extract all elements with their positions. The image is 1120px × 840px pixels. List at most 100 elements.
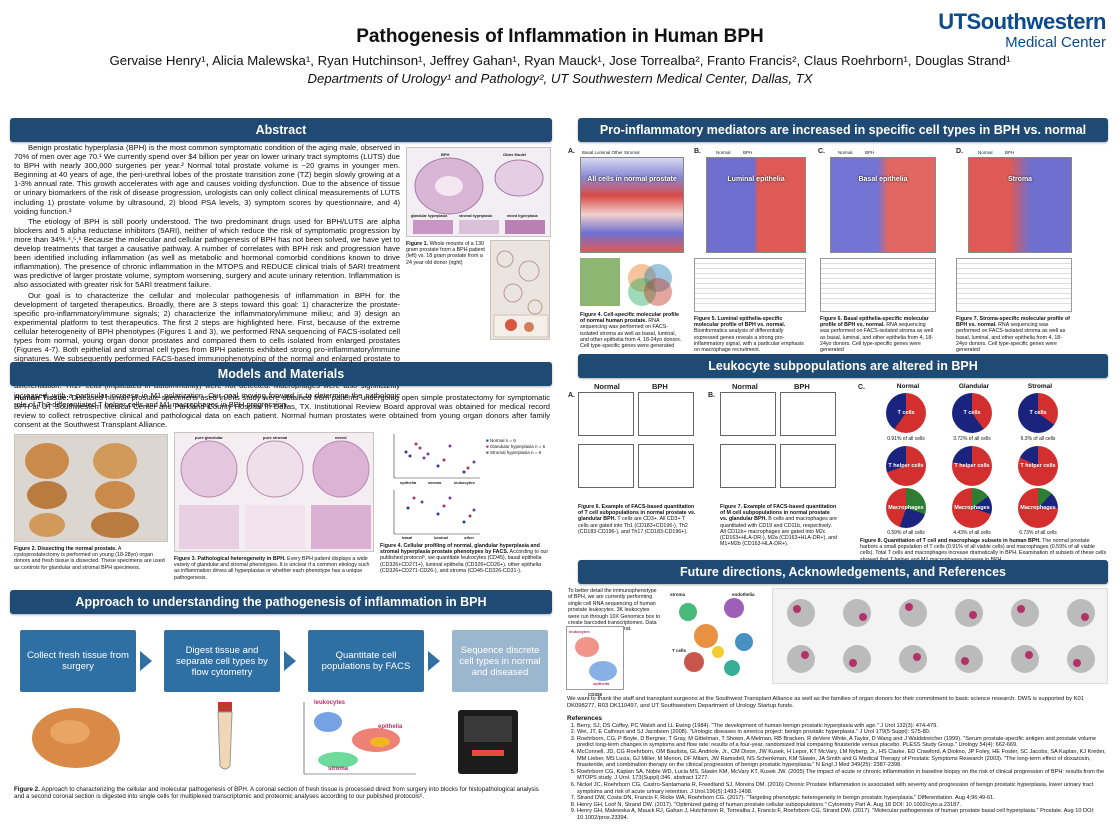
tissue-photo — [26, 700, 130, 772]
sequencer-photo — [452, 706, 524, 778]
figure1-whole-mounts: Older Model BPH glandular hyperplasia st… — [406, 147, 551, 237]
references: References Berry, SJ, DS Coffey, PC Wals… — [567, 715, 1107, 822]
department-line: Departments of Urology¹ and Pathology², … — [307, 71, 813, 86]
whole-mount-image — [413, 157, 545, 234]
panel-b-letter: B. — [694, 148, 701, 155]
figure1-caption-bold: Figure 1. — [406, 241, 429, 247]
fig6-tcell-caption: Figure 6. Example of FACS-based quantita… — [578, 504, 696, 535]
facs-b-normal-bottom — [720, 444, 776, 488]
pie-macrophages-stromal: Macrophages — [1018, 488, 1058, 528]
heterogeneity-histology: pure glandular pure stromal mixed — [174, 432, 374, 552]
heatmap-c-label: Basal epithelia — [858, 176, 908, 183]
axis-stroma: stroma — [428, 480, 442, 485]
fig3-label-stromal: pure stromal — [263, 435, 288, 440]
fig4-profile-caption: Figure 4. Cell-specific molecular profil… — [580, 312, 684, 349]
dot-chart-svg — [393, 434, 480, 535]
fig7-mcell-caption-text: B cells and macrophages are quantitated … — [720, 516, 838, 548]
leuk-panel-c-letter: C. — [858, 384, 865, 391]
pie-macrophages-glandular: Macrophages — [952, 488, 992, 528]
methods-text: Human Tissue: Diseased human prostate sp… — [14, 393, 550, 429]
fig5-caption-bold: Figure 5. Luminal epithelia-specific mol… — [694, 316, 786, 329]
axis-basal: basal — [402, 535, 413, 540]
tube-photo — [210, 700, 240, 772]
approach-caption: Figure 2. Approach to characterizing the… — [14, 786, 550, 801]
fig7-profile-caption-bold: Figure 7. Stroma-specific molecular prof… — [956, 316, 1070, 329]
pie-tcells-stromal-cap: 6.3% of all cells — [1020, 436, 1056, 442]
poster-title: Pathogenesis of Inflammation in Human BP… — [356, 26, 764, 47]
facs-dot-charts: epithelia stroma leukocytes basal lumina… — [380, 432, 550, 540]
step-quantitate: Quantitate cell populations by FACS — [308, 630, 424, 692]
facs-b-bph-top — [780, 392, 836, 436]
fig1-label-stromal: stromal hyperplasia — [459, 214, 493, 218]
fig6-profile-caption: Figure 6. Basal epithelia-specific molec… — [820, 316, 936, 353]
references-heading: References — [567, 715, 603, 722]
fig8-caption-text: The normal prostate harbors a small popu… — [860, 538, 1107, 563]
approach-banner: Approach to understanding the pathogenes… — [10, 590, 552, 614]
umap-label-stroma: stroma — [670, 592, 686, 597]
feature-grid-svg — [787, 599, 1095, 673]
reference-item: Berry, SJ, DS Coffey, PC Walsh and LL Ew… — [577, 723, 1107, 730]
fig7-mcell-caption: Figure 7. Example of FACS-based quantita… — [720, 504, 838, 547]
arrow-right-icon — [140, 651, 152, 671]
venn-svg — [580, 258, 672, 306]
gating-svg — [575, 637, 617, 681]
facs-a-normal-bottom — [578, 444, 634, 488]
axis-other: other — [464, 535, 474, 540]
umap-svg — [679, 598, 753, 676]
gating-plot: leukocytes epithelia — [566, 626, 624, 690]
chart-legend: ■ Normal n = 6 ■ Glandular hyperplasia n… — [486, 438, 545, 456]
table-b — [694, 258, 806, 312]
heatmap-a-label: All cells in normal prostate — [587, 176, 677, 183]
heterogeneity-drawing — [179, 440, 371, 549]
fig1-label-mixed: mixed hyperplasia — [507, 214, 538, 218]
fig4-profile-caption-text: RNA sequencing was performed on FACS-iso… — [580, 318, 682, 350]
panel-c-cols: Normal BPH — [838, 150, 875, 155]
references-list: Berry, SJ, DS Coffey, PC Walsh and LL Ew… — [567, 723, 1107, 822]
figure1-caption: Figure 1. Whole mounts of a 130 gram pro… — [406, 241, 486, 266]
methods-banner: Models and Materials — [10, 362, 552, 386]
reference-item: McConnell, JD, CG Roehrborn, OM Bautista… — [577, 749, 1107, 769]
fig2-dissection-caption-bold: Figure 2. Dissecting the normal prostate… — [14, 546, 117, 552]
feature-plot-grid — [772, 588, 1108, 684]
axis-leukocytes: leukocytes — [454, 480, 475, 485]
fig1-label-glandular: glandular hyperplasia — [411, 214, 448, 218]
panel-a-cols: Basal Luminal Other Stromal — [582, 150, 640, 155]
facs-plot: leukocytes epithelia stroma — [298, 700, 418, 778]
heatmap-b-label: Luminal epithelia — [727, 176, 785, 183]
pie-col-glandular: Glandular — [958, 383, 990, 390]
fig1-label-bph: BPH — [441, 152, 450, 157]
heatmap-a: All cells in normal prostate — [580, 157, 684, 253]
table-c — [820, 258, 936, 312]
panel-c-letter: C. — [818, 148, 825, 155]
fig1-label-older: Older Model — [503, 152, 527, 157]
reference-item: Roehrborn CG, Kaplan SA, Noble WD, Lucia… — [577, 769, 1107, 782]
panel-a-letter: A. — [568, 148, 575, 155]
fig3-caption-bold: Figure 3. Pathological heterogeneity in … — [174, 556, 286, 562]
fig7-mcell-caption-bold: Figure 7. Example of FACS-based quantita… — [720, 504, 837, 523]
umap-label-endothelia: endothelia — [732, 592, 755, 597]
fig7-profile-caption-text: RNA sequencing was performed on FACS-iso… — [956, 322, 1066, 354]
leukocytes-banner: Leukocyte subpopulations are altered in … — [578, 354, 1108, 378]
pie-thelper-normal: T helper cells — [886, 446, 926, 486]
fig6-profile-caption-text: RNA sequencing was performed on FACS-iso… — [820, 322, 934, 354]
axis-luminal: luminal — [434, 535, 449, 540]
approach-caption-text: Approach to characterizing the cellular … — [14, 786, 539, 801]
human-tissue-label: Human Tissue: — [14, 393, 69, 402]
leuk-panel-b-normal: Normal — [732, 382, 758, 391]
pie-col-stromal: Stromal — [1027, 383, 1053, 390]
fig2-dissection-caption-text: A cystoprostatectomy is performed on you… — [14, 546, 165, 571]
step-digest: Digest tissue and separate cell types by… — [164, 630, 280, 692]
pie-macro-normal-cap: 0.59% of all cells — [887, 530, 925, 536]
legend-stromal: ■ Stromal hyperplasia n = 6 — [486, 450, 542, 455]
panel-d-letter: D. — [956, 148, 963, 155]
figure1-caption-text: Whole mounts of a 130 gram prostate from… — [406, 241, 485, 266]
pie-macro-glandular-cap: 4.43% of all cells — [953, 530, 991, 536]
leuk-panel-a-bph: BPH — [652, 382, 668, 391]
sequencer-drawing — [458, 710, 518, 774]
heatmap-b: Luminal epithelia — [706, 157, 806, 253]
fig7-profile-caption: Figure 7. Stroma-specific molecular prof… — [956, 316, 1072, 353]
venn-diagram — [580, 258, 684, 308]
reference-item: Henry GH, Malewska A, Mauck RJ, Gahan J,… — [577, 808, 1107, 821]
pie-thelper-stromal: T helper cells — [1018, 446, 1058, 486]
panel-b-cols: Normal BPH — [716, 150, 753, 155]
